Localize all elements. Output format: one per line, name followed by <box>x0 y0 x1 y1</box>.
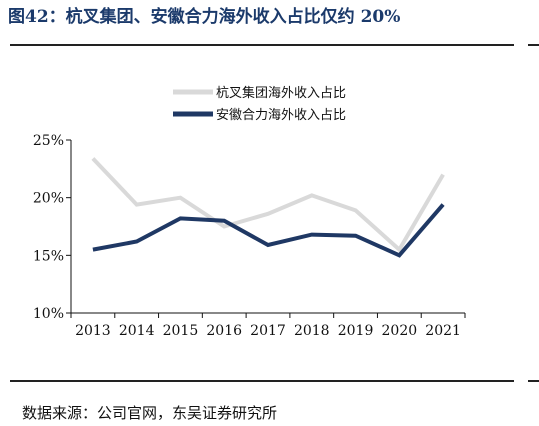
chart-series <box>91 157 445 258</box>
x-tick-label: 2020 <box>382 323 418 339</box>
bottom-rule <box>10 380 514 382</box>
y-tick-label: 25% <box>33 133 64 149</box>
top-rule <box>10 44 514 46</box>
x-tick-label: 2018 <box>294 323 330 339</box>
chart-axes: 10% 15% 20% 25% 2013 2014 2015 2016 2017 2018 2019… <box>33 133 466 339</box>
series-line-1 <box>91 157 445 253</box>
x-tick-label: 2014 <box>119 323 155 339</box>
x-tick-label: 2013 <box>75 323 111 339</box>
bottom-rule-tail <box>528 380 539 382</box>
y-tick-label: 15% <box>33 248 64 264</box>
figure-title: 图42：杭叉集团、安徽合力海外收入占比仅约 20% <box>8 7 401 27</box>
y-tick-label: 10% <box>33 306 64 322</box>
series-line-2 <box>92 203 445 258</box>
top-rule-tail <box>528 44 539 46</box>
legend-label-1: 杭叉集团海外收入占比 <box>216 85 346 101</box>
x-tick-label: 2016 <box>206 323 242 339</box>
legend-label-2: 安徽合力海外收入占比 <box>216 108 346 123</box>
x-tick-label: 2015 <box>163 323 199 339</box>
x-tick-label: 2017 <box>250 323 286 339</box>
y-tick-label: 20% <box>33 191 64 207</box>
source-note: 数据来源：公司官网，东吴证券研究所 <box>22 404 278 422</box>
x-tick-label: 2021 <box>425 323 461 339</box>
x-tick-label: 2019 <box>338 323 374 339</box>
